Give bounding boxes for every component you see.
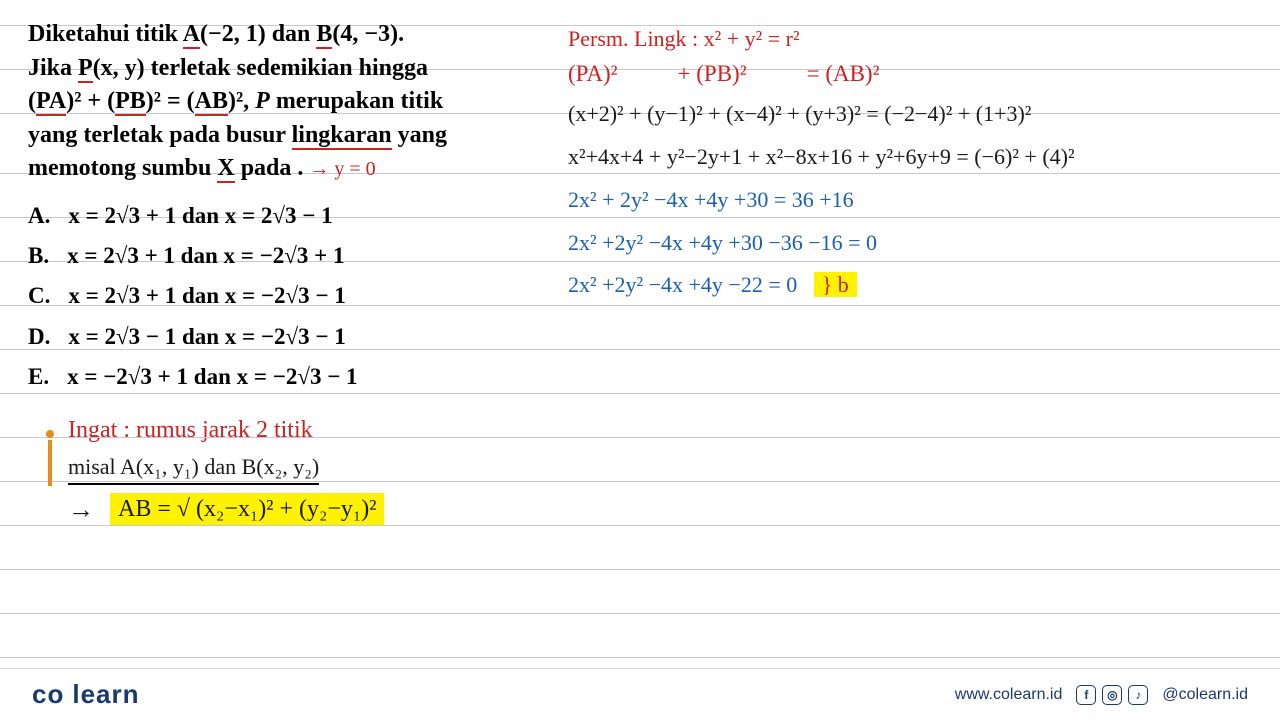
orange-dot-icon [46,430,54,438]
circle-eq-title: Persm. Lingk : x² + y² = r² [568,18,1252,61]
work-line-4: 2x² +2y² −4x +4y +30 −36 −16 = 0 [568,222,1252,265]
footer-handle: @colearn.id [1162,686,1248,704]
option-b: B. x = 2√3 + 1 dan x = −2√3 + 1 [28,236,548,276]
remember-title: Ingat : rumus jarak 2 titik [68,417,1252,444]
eq-line-1: (PA)² + (PB)² = (AB)² [568,61,1252,87]
distance-formula: AB = √ (x₂−x₁)² + (y₂−y₁)² [110,493,384,526]
t: )² = ( [146,88,195,114]
problem-column: Diketahui titik A(−2, 1) dan B(4, −3). J… [28,18,548,397]
orange-bar-icon [48,440,52,486]
t: Diketahui titik [28,21,183,47]
t: P [78,55,93,83]
t: B [316,21,332,49]
options-list: A. x = 2√3 + 1 dan x = 2√3 − 1 B. x = 2√3 … [28,196,548,397]
brand-logo: colearn [32,679,140,710]
key: C. [28,276,50,316]
problem-text: Diketahui titik A(−2, 1) dan B(4, −3). J… [28,18,548,186]
t: lingkaran [292,122,392,150]
work-column: Persm. Lingk : x² + y² = r² (PA)² + (PB)… [568,18,1252,397]
t: ( [28,88,36,114]
val: x = −2√3 + 1 dan x = −2√3 − 1 [67,357,357,397]
t: (x, y) terletak sedemikian hingga [93,55,428,81]
logo-a: co [32,679,64,709]
footer-right: www.colearn.id f ◎ ♪ @colearn.id [955,685,1248,705]
remember-block: Ingat : rumus jarak 2 titik misal A(x₁, … [68,417,1252,526]
social-icons: f ◎ ♪ [1076,685,1148,705]
key: E. [28,357,49,397]
footer: colearn www.colearn.id f ◎ ♪ @colearn.id [0,668,1280,720]
option-e: E. x = −2√3 + 1 dan x = −2√3 − 1 [28,357,548,397]
t: (4, −3). [332,21,404,47]
eq: 2x² +2y² −4x +4y −22 = 0 [568,272,797,297]
work-line-1: (x+2)² + (y−1)² + (x−4)² + (y+3)² = (−2−… [568,93,1252,136]
content: Diketahui titik A(−2, 1) dan B(4, −3). J… [28,18,1252,397]
remember-formula-row: → AB = √ (x₂−x₁)² + (y₂−y₁)² [68,493,1252,526]
val: x = 2√3 + 1 dan x = −2√3 − 1 [68,276,345,316]
t: X [217,155,234,183]
t: (−2, 1) dan [200,21,316,47]
arrow-icon: → [68,495,94,525]
t: pada . [235,155,310,181]
brace-b: } b [814,272,857,297]
t: yang terletak pada busur [28,122,292,148]
t: AB [195,88,228,116]
instagram-icon: ◎ [1102,685,1122,705]
option-c: C. x = 2√3 + 1 dan x = −2√3 − 1 [28,276,548,316]
t: memotong sumbu [28,155,217,181]
work-line-2: x²+4x+4 + y²−2y+1 + x²−8x+16 + y²+6y+9 =… [568,136,1252,179]
t: )² + ( [66,88,115,114]
t: Jika [28,55,78,81]
key: D. [28,317,50,357]
handwritten-annot: → y = 0 [309,158,375,180]
t: yang [392,122,447,148]
remember-let: misal A(x₁, y₁) dan B(x₂, y₂) [68,454,319,485]
l: (PA)² [568,61,618,87]
option-d: D. x = 2√3 − 1 dan x = −2√3 − 1 [28,317,548,357]
t: P [255,88,270,114]
key: B. [28,236,49,276]
val: x = 2√3 + 1 dan x = −2√3 + 1 [67,236,344,276]
work-line-3: 2x² + 2y² −4x +4y +30 = 36 +16 [568,179,1252,222]
val: x = 2√3 + 1 dan x = 2√3 − 1 [68,196,332,236]
l: = (AB)² [807,61,880,87]
t: PB [115,88,146,116]
t: merupakan titik [270,88,443,114]
val: x = 2√3 − 1 dan x = −2√3 − 1 [68,317,345,357]
t: )², [228,88,255,114]
l: + (PB)² [678,61,747,87]
option-a: A. x = 2√3 + 1 dan x = 2√3 − 1 [28,196,548,236]
key: A. [28,196,50,236]
logo-b: learn [72,679,139,709]
t: A [183,21,200,49]
t: PA [36,88,66,116]
page: Diketahui titik A(−2, 1) dan B(4, −3). J… [0,0,1280,720]
facebook-icon: f [1076,685,1096,705]
footer-url: www.colearn.id [955,686,1063,704]
tiktok-icon: ♪ [1128,685,1148,705]
work-line-5: 2x² +2y² −4x +4y −22 = 0 } b [568,264,1252,307]
